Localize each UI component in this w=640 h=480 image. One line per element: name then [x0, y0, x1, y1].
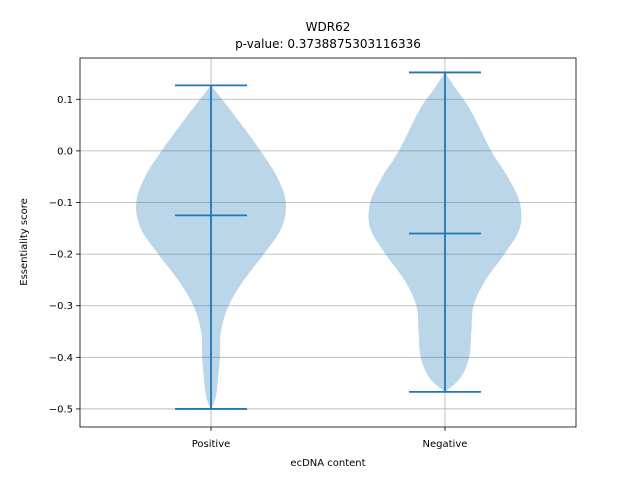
y-tick-label: −0.1: [49, 198, 73, 209]
y-tick-label: −0.5: [49, 404, 73, 415]
y-tick-label: −0.4: [49, 353, 73, 364]
violin-layer: [136, 71, 522, 410]
x-tick-label: Positive: [192, 439, 231, 450]
y-axis-label: Essentiality score: [19, 198, 30, 286]
x-tick-label: Negative: [423, 439, 468, 450]
chart-title: WDR62: [306, 20, 351, 34]
chart-subtitle: p-value: 0.3738875303116336: [235, 37, 421, 51]
y-tick-label: 0.0: [57, 146, 73, 157]
plot-area-frame: [79, 57, 577, 428]
tick-layer: 0.1 0.0 −0.1 −0.2 −0.3 −0.4 −0.5 Positive Negati…: [49, 95, 468, 450]
x-axis-label: ecDNA content: [290, 458, 365, 469]
y-tick-label: −0.3: [49, 301, 73, 312]
y-tick-label: −0.2: [49, 250, 73, 261]
y-tick-label: 0.1: [57, 95, 73, 106]
